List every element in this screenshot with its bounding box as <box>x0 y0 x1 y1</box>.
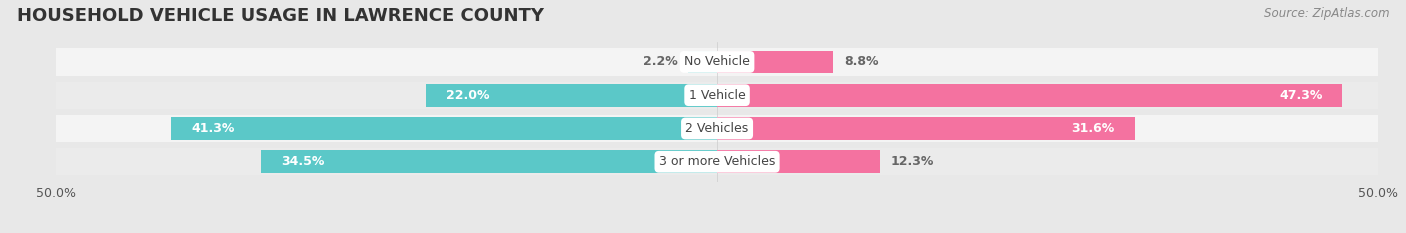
Bar <box>688 51 717 73</box>
Text: 2 Vehicles: 2 Vehicles <box>686 122 748 135</box>
Bar <box>56 82 1378 109</box>
Bar <box>426 84 717 106</box>
Bar <box>262 151 717 173</box>
Bar <box>717 151 880 173</box>
Text: 1 Vehicle: 1 Vehicle <box>689 89 745 102</box>
Text: 3 or more Vehicles: 3 or more Vehicles <box>659 155 775 168</box>
Bar <box>56 48 1378 75</box>
Text: 31.6%: 31.6% <box>1071 122 1115 135</box>
Text: 8.8%: 8.8% <box>844 55 879 69</box>
Text: Source: ZipAtlas.com: Source: ZipAtlas.com <box>1264 7 1389 20</box>
Text: 41.3%: 41.3% <box>191 122 235 135</box>
Bar <box>717 117 1135 140</box>
Text: 34.5%: 34.5% <box>281 155 325 168</box>
Text: No Vehicle: No Vehicle <box>685 55 749 69</box>
Bar <box>717 51 834 73</box>
Text: 22.0%: 22.0% <box>446 89 489 102</box>
Text: HOUSEHOLD VEHICLE USAGE IN LAWRENCE COUNTY: HOUSEHOLD VEHICLE USAGE IN LAWRENCE COUN… <box>17 7 544 25</box>
Bar <box>56 115 1378 142</box>
Bar <box>56 148 1378 175</box>
Bar <box>717 84 1343 106</box>
Bar <box>172 117 717 140</box>
Text: 12.3%: 12.3% <box>890 155 934 168</box>
Text: 2.2%: 2.2% <box>643 55 678 69</box>
Text: 47.3%: 47.3% <box>1279 89 1323 102</box>
